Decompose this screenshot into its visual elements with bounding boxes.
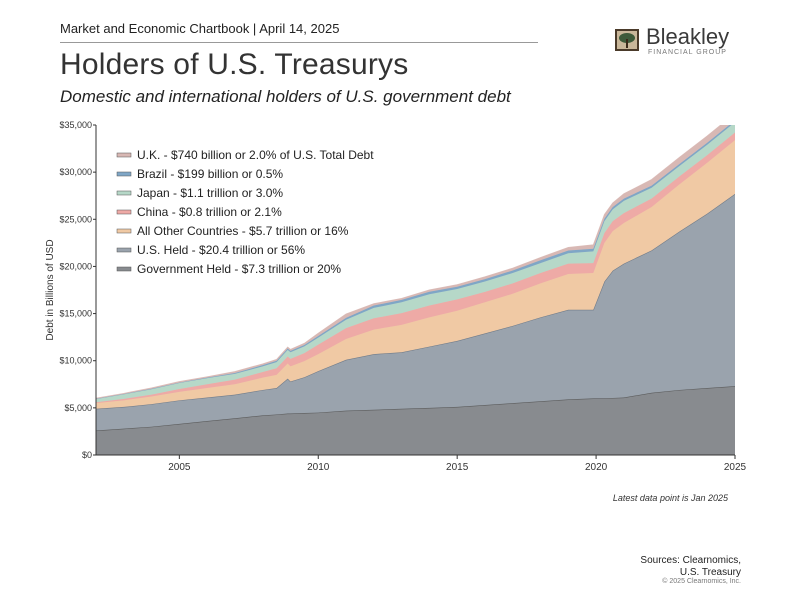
legend-swatch [116, 228, 132, 234]
x-tick-label: 2005 [168, 462, 191, 473]
legend-swatch [116, 247, 132, 253]
treasury-holders-area-chart: $0 $5,000 $10,000 $15,000 $20,000 $25,000 $30,… [45, 120, 747, 473]
y-tick-label: $0 [82, 450, 92, 460]
sources-line-2: U.S. Treasury [679, 567, 741, 578]
latest-data-note: Latest data point is Jan 2025 [612, 493, 728, 503]
page-subtitle: Domestic and international holders of U.… [60, 87, 511, 106]
page-title: Holders of U.S. Treasurys [60, 48, 409, 81]
header-divider [60, 42, 538, 43]
copyright: © 2025 Clearnomics, Inc. [662, 578, 741, 585]
legend-label: U.S. Held - $20.4 trillion or 56% [137, 243, 305, 257]
y-axis-label: Debt in Billions of USD [45, 239, 56, 340]
legend-swatch [116, 209, 132, 215]
legend-label: All Other Countries - $5.7 trillion or 1… [137, 224, 349, 238]
company-logo: Bleakley FINANCIAL GROUP [615, 24, 745, 58]
x-tick-label: 2020 [585, 462, 608, 473]
y-tick-label: $10,000 [59, 356, 92, 366]
legend-swatch [116, 266, 132, 272]
y-tick-label: $5,000 [64, 403, 92, 413]
area-all-other-countries [96, 140, 735, 409]
area-government-held [96, 386, 735, 455]
y-tick-label: $25,000 [59, 214, 92, 224]
legend-label: Japan - $1.1 trillion or 3.0% [137, 186, 283, 200]
logo-name: Bleakley [646, 24, 730, 49]
legend-label: Government Held - $7.3 trillion or 20% [137, 262, 341, 276]
x-tick-label: 2025 [724, 462, 747, 473]
legend-label: China - $0.8 trillion or 2.1% [137, 205, 282, 219]
area-layers [96, 125, 735, 455]
chartbook-header: Market and Economic Chartbook | April 14… [60, 21, 340, 36]
legend-label: U.K. - $740 billion or 2.0% of U.S. Tota… [137, 148, 374, 162]
sources: Sources: Clearnomics, U.S. Treasury [560, 555, 741, 579]
logo-subtitle: FINANCIAL GROUP [648, 49, 727, 56]
y-tick-label: $20,000 [59, 261, 92, 271]
legend-swatch [116, 152, 132, 158]
x-tick-label: 2015 [446, 462, 469, 473]
sources-line-1: Sources: Clearnomics, [640, 555, 741, 566]
legend-swatch [116, 190, 132, 196]
legend: U.K. - $740 billion or 2.0% of U.S. Tota… [116, 148, 374, 276]
area-u-s-held [96, 193, 735, 431]
tree-logo-icon [615, 29, 639, 51]
legend-label: Brazil - $199 billion or 0.5% [137, 167, 283, 181]
x-tick-label: 2010 [307, 462, 330, 473]
legend-swatch [116, 171, 132, 177]
y-tick-label: $15,000 [59, 309, 92, 319]
y-tick-label: $30,000 [59, 167, 92, 177]
y-tick-label: $35,000 [59, 120, 92, 130]
line-u-k- [96, 125, 722, 399]
